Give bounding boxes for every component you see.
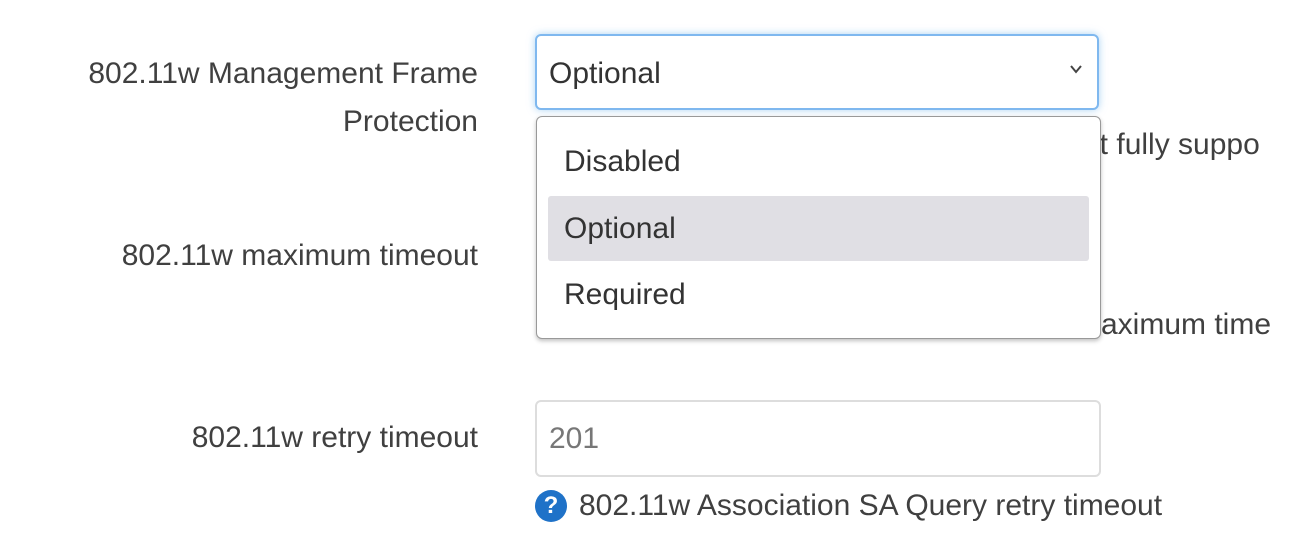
mfp-select[interactable]: Optional — [535, 34, 1099, 110]
mfp-dropdown-list: Disabled Optional Required — [536, 116, 1101, 339]
mfp-label-line1: 802.11w Management Frame — [88, 57, 478, 90]
option-required[interactable]: Required — [564, 278, 686, 311]
retry-timeout-help: ? 802.11w Association SA Query retry tim… — [535, 489, 1162, 523]
chevron-down-icon — [1070, 65, 1082, 74]
max-timeout-help-fragment: aximum time — [1101, 308, 1272, 341]
option-disabled[interactable]: Disabled — [564, 145, 681, 178]
retry-timeout-help-text: 802.11w Association SA Query retry timeo… — [579, 489, 1163, 522]
retry-timeout-label: 802.11w retry timeout — [191, 421, 478, 454]
question-circle-icon: ? — [535, 490, 567, 522]
mfp-label-line2: Protection — [342, 105, 478, 138]
option-optional[interactable]: Optional — [548, 196, 1089, 261]
mfp-label: 802.11w Management Frame Protection — [88, 50, 478, 146]
retry-timeout-field[interactable] — [535, 400, 1101, 477]
max-timeout-label: 802.11w maximum timeout — [121, 239, 478, 272]
mfp-selected-value: Optional — [549, 57, 661, 90]
retry-timeout-input[interactable] — [549, 402, 1079, 475]
mfp-help-fragment: ot fully suppo — [1083, 128, 1260, 161]
